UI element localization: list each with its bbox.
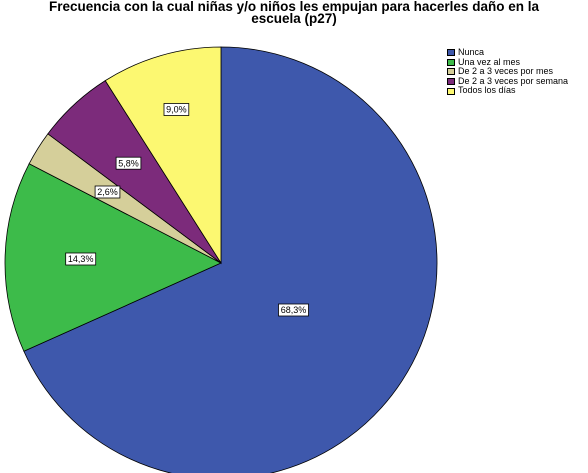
legend-item: Nunca [447,47,568,58]
pie-slices [4,46,438,473]
legend: Nunca Una vez al mes De 2 a 3 veces por me… [447,47,569,96]
legend-label: Una vez al mes [458,56,521,67]
legend-item: De 2 a 3 veces por mes [447,67,568,77]
slice-value-label: 5,8% [115,156,142,170]
legend-item: Una vez al mes [447,56,568,68]
slice-value-box [94,185,121,199]
slice-value-text: 68,3% [281,305,307,315]
slice-value-label: 68,3% [278,303,309,317]
chart-title: Frecuencia con la cual niñas y/o niños l… [49,0,539,26]
slice-value-box [65,252,97,266]
legend-item: De 2 a 3 veces por semana [447,75,569,87]
slice-value-text: 2,6% [97,187,118,197]
legend-swatch [447,87,455,95]
legend-swatch [447,49,455,57]
slice-value-text: 9,0% [166,105,187,115]
legend-label: De 2 a 3 veces por mes [458,66,554,77]
legend-label: Nunca [458,47,485,57]
legend-swatch [447,78,455,86]
pie-slice-5 [104,46,222,265]
pie-value-labels: 68,3% 14,3% 2,6% 5,8% 9,0% [65,103,309,317]
slice-value-box [163,103,190,116]
slice-value-label: 2,6% [94,185,121,199]
legend-swatch [447,58,455,66]
slice-value-label: 14,3% [65,252,97,266]
slice-value-text: 5,8% [118,158,139,168]
pie-slice-2 [4,163,222,352]
slice-value-label: 9,0% [163,103,190,116]
slice-value-box [115,156,142,170]
legend-label: De 2 a 3 veces por semana [458,75,569,86]
legend-swatch [447,68,455,76]
slice-value-box [278,303,309,317]
legend-item: Todos los días [447,86,568,96]
pie-slice-1 [23,46,438,473]
legend-label: Todos los días [458,85,516,96]
slice-value-text: 14,3% [68,254,94,264]
